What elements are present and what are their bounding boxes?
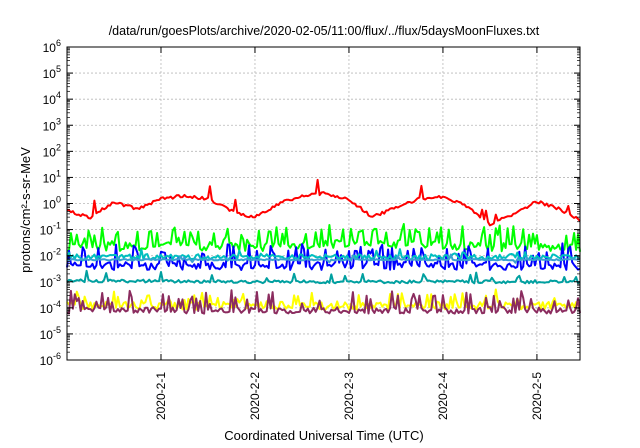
series-line-8 <box>66 289 581 315</box>
y-tick-label: 10-6 <box>40 351 61 368</box>
y-axis-label: protons/cm²-s-sr-MeV <box>18 147 33 273</box>
series-line-5 <box>66 253 581 264</box>
x-tick-label: 2020-2-5 <box>530 372 544 420</box>
y-tick-label: 10-4 <box>40 299 61 316</box>
x-tick-label: 2020-2-4 <box>436 372 450 420</box>
chart-title: /data/run/goesPlots/archive/2020-02-05/1… <box>109 24 540 38</box>
series-line-3 <box>66 242 581 271</box>
y-tick-label: 102 <box>43 142 61 159</box>
y-tick-label: 106 <box>43 38 61 55</box>
y-tick-label: 105 <box>43 64 61 81</box>
y-tick-label: 10-1 <box>40 221 61 238</box>
series-line-6 <box>66 269 581 285</box>
x-tick-label: 2020-2-2 <box>248 372 262 420</box>
y-tick-label: 10-5 <box>40 325 61 342</box>
series-line-1 <box>67 178 581 227</box>
y-tick-label: 103 <box>43 116 61 133</box>
grid <box>67 47 580 360</box>
series-group <box>66 178 581 315</box>
x-axis-label: Coordinated Universal Time (UTC) <box>224 428 423 443</box>
series-line-2 <box>66 223 581 253</box>
y-tick-label: 10-3 <box>40 273 61 290</box>
y-axis: 10-6 10-5 10-4 10-3 10-2 10-1 100 101 102 103 104 1… <box>40 38 580 368</box>
y-tick-label: 10-2 <box>40 247 61 264</box>
x-axis: 2020-2-1 2020-2-2 2020-2-3 2020-2-4 2020-2-5 <box>154 47 544 420</box>
x-tick-label: 2020-2-3 <box>342 372 356 420</box>
y-tick-label: 104 <box>43 90 61 107</box>
x-tick-label: 2020-2-1 <box>154 372 168 420</box>
y-tick-label: 101 <box>43 168 61 185</box>
y-tick-label: 100 <box>43 195 61 212</box>
